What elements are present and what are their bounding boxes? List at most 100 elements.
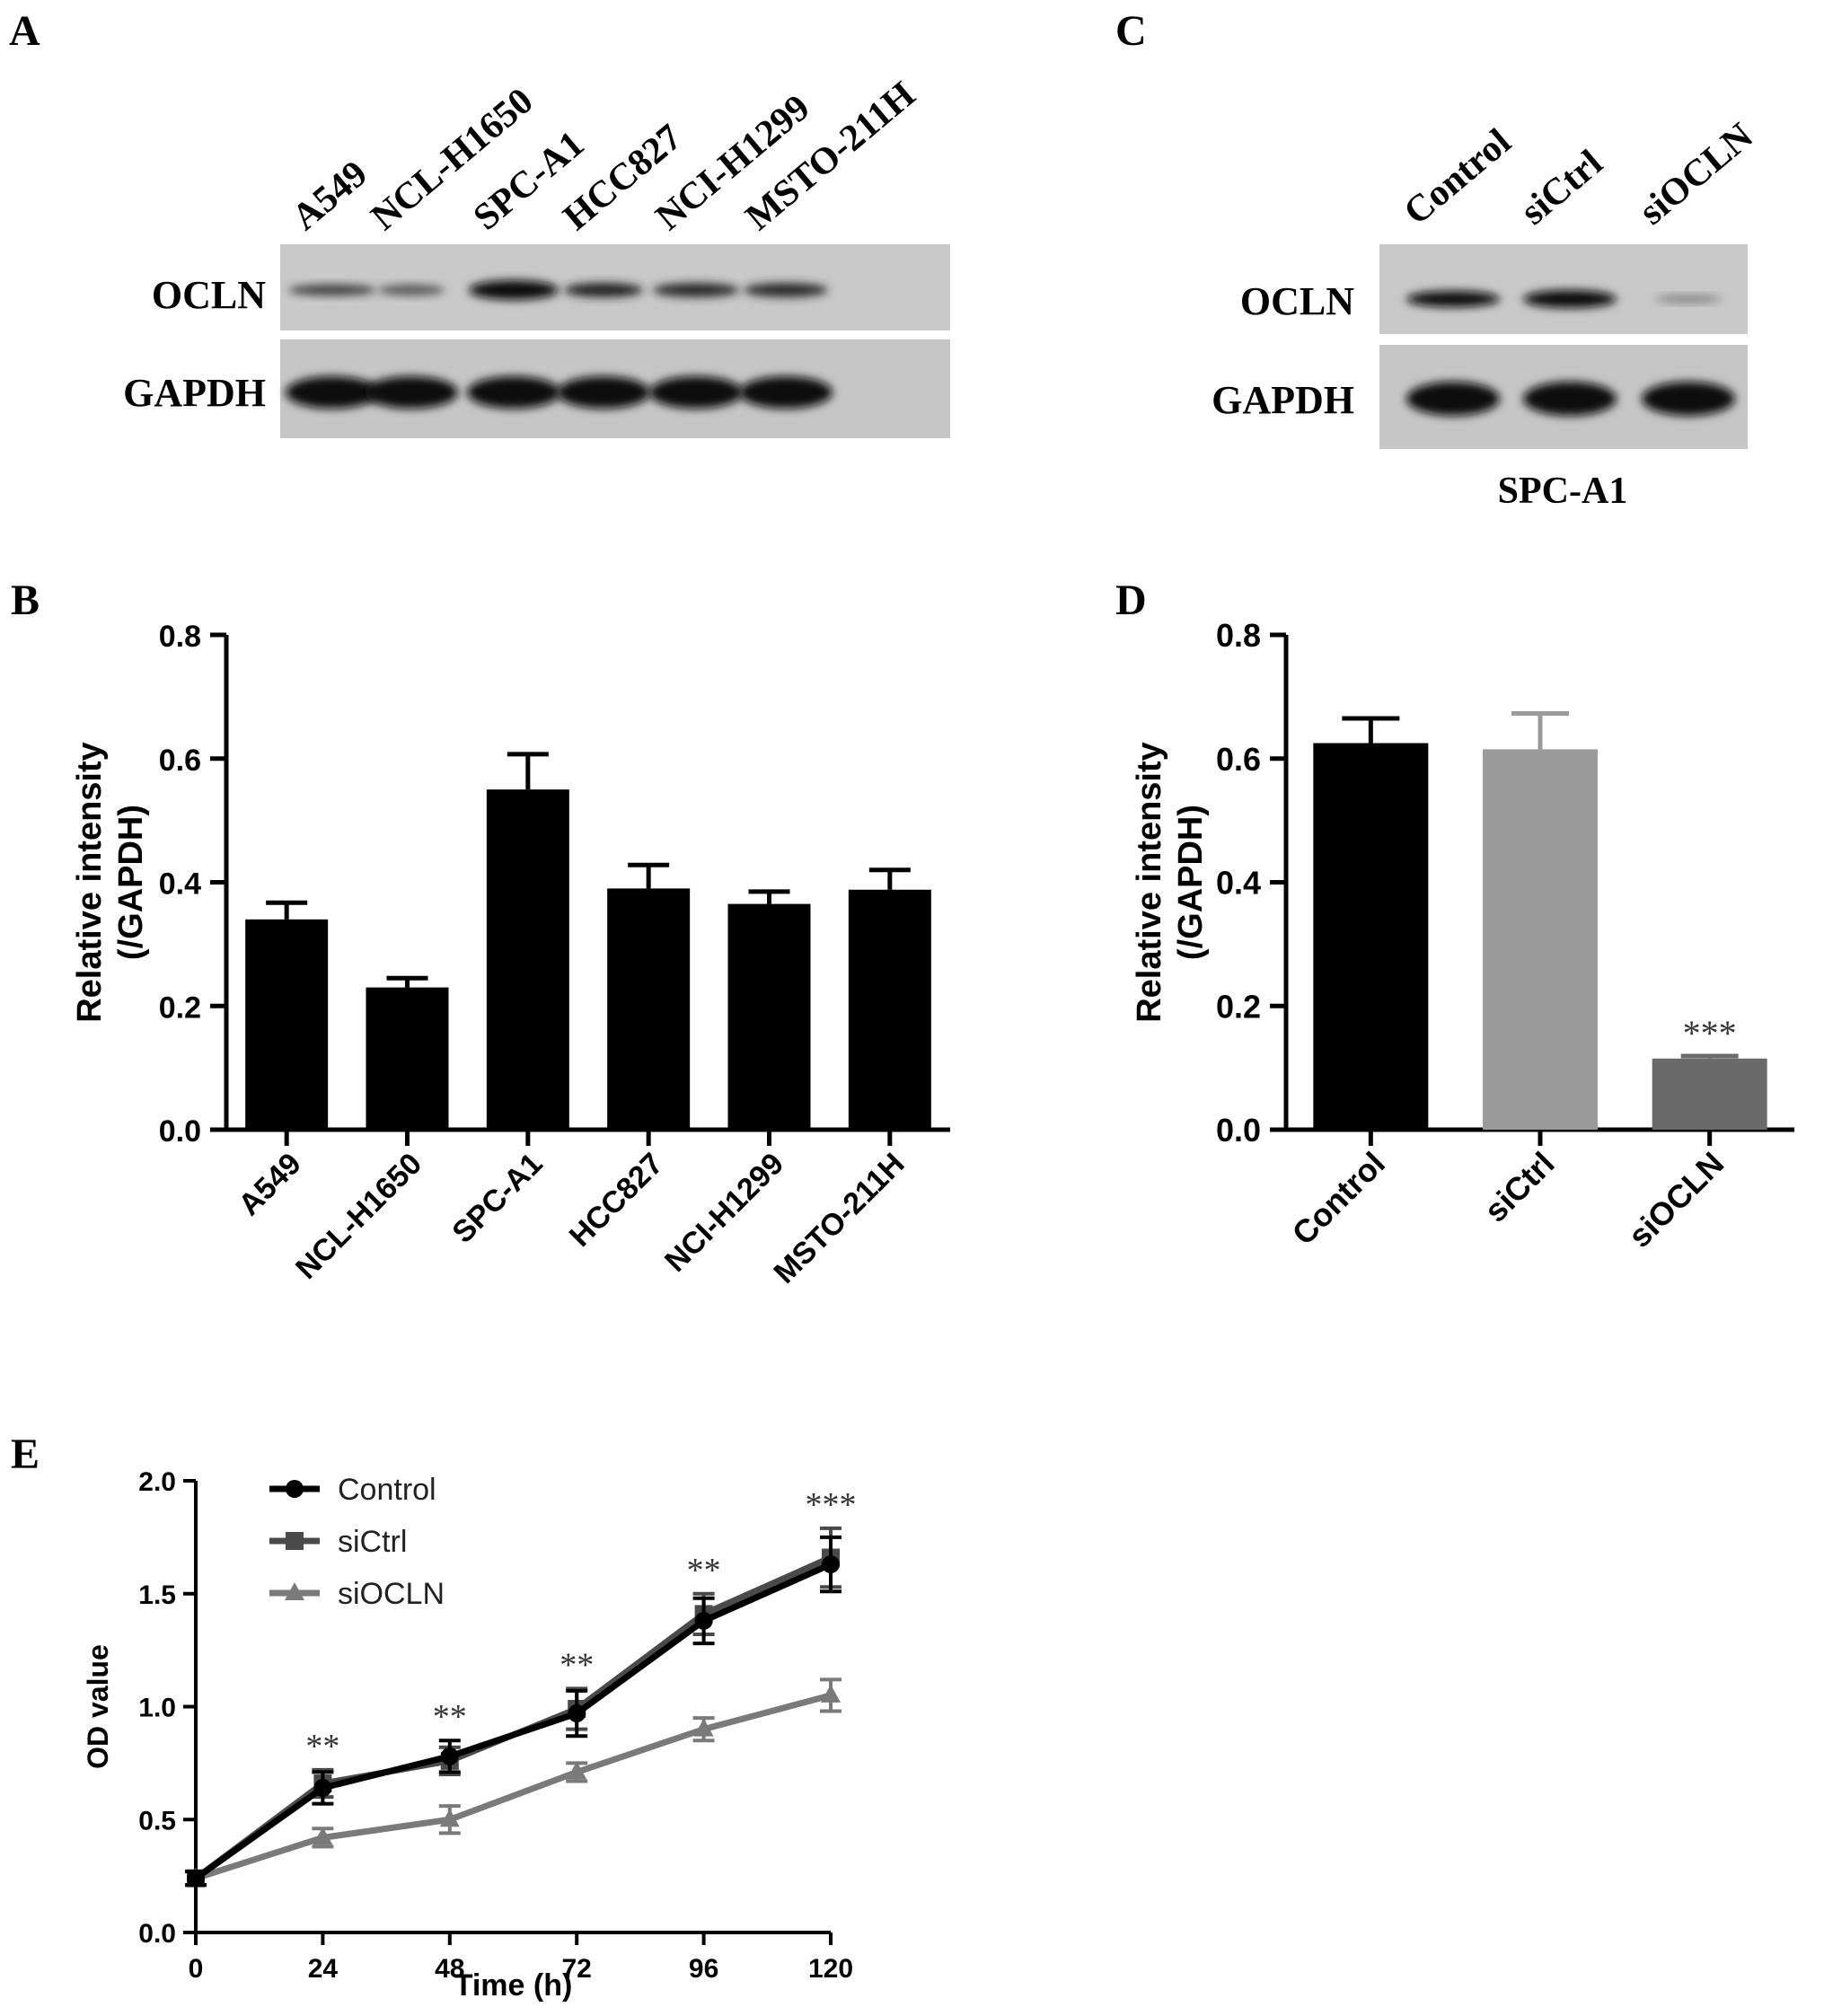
bar bbox=[1652, 1058, 1767, 1130]
blot-band-ocln bbox=[1655, 295, 1722, 303]
data-point bbox=[821, 1684, 841, 1703]
blot-band-ocln bbox=[653, 283, 739, 297]
y-tick-label: 0.8 bbox=[159, 620, 201, 654]
significance-mark: *** bbox=[806, 1486, 857, 1524]
y-tick-label: 0.4 bbox=[1216, 865, 1261, 902]
data-point bbox=[286, 1480, 304, 1498]
y-tick-label: 0.4 bbox=[159, 867, 201, 902]
y-tick-label: 0.0 bbox=[159, 1114, 201, 1149]
blot-band-gapdh bbox=[1406, 382, 1500, 416]
data-point bbox=[313, 1779, 332, 1798]
data-point bbox=[439, 1809, 460, 1827]
y-tick-label: 0.6 bbox=[159, 744, 201, 778]
x-tick-label: siCtrl bbox=[1477, 1145, 1562, 1229]
bar bbox=[1483, 749, 1598, 1130]
y-axis-label: Relative intensity bbox=[1131, 742, 1168, 1023]
data-point bbox=[568, 1704, 586, 1723]
panel-label-a: A bbox=[9, 7, 40, 55]
x-tick-label: 0 bbox=[189, 1954, 204, 1984]
x-tick-label: 72 bbox=[562, 1954, 592, 1984]
bar bbox=[727, 903, 811, 1130]
x-tick-label: 96 bbox=[689, 1954, 718, 1984]
y-axis-label: Relative intensity bbox=[71, 742, 109, 1023]
blot-band-gapdh bbox=[557, 376, 650, 409]
blot-row-label-ocln: OCLN bbox=[152, 273, 266, 317]
blot-band-gapdh bbox=[649, 376, 743, 409]
series-line bbox=[194, 1692, 832, 1881]
blot-band-gapdh bbox=[739, 376, 833, 409]
blot-caption: SPC-A1 bbox=[1498, 471, 1628, 512]
blot-row-label-gapdh: GAPDH bbox=[1212, 378, 1354, 422]
x-tick-label: A549 bbox=[232, 1147, 307, 1222]
blot-band-ocln bbox=[378, 285, 445, 295]
y-tick-label: 0.2 bbox=[1216, 988, 1261, 1025]
significance-mark: ** bbox=[687, 1552, 721, 1589]
blot-row-label-ocln: OCLN bbox=[1240, 279, 1354, 323]
y-axis-label-unit: (/GAPDH) bbox=[1172, 805, 1210, 960]
blot-band-gapdh bbox=[365, 376, 458, 409]
data-point bbox=[313, 1827, 333, 1845]
y-axis-label: OD value bbox=[82, 1644, 114, 1769]
data-point bbox=[285, 1582, 304, 1600]
y-axis-label-unit: (/GAPDH) bbox=[112, 805, 150, 960]
blot-band-ocln bbox=[564, 283, 643, 297]
y-tick-label: 0.6 bbox=[1216, 741, 1261, 778]
blot-lane-label: siCtrl bbox=[1513, 142, 1610, 233]
significance-mark: *** bbox=[1683, 1013, 1737, 1053]
x-tick-label: 120 bbox=[808, 1954, 853, 1984]
bar-chart-d: 0.0 0.2 0.4 0.6 0.8 Relative intensity (/GAPDH… bbox=[1131, 617, 1794, 1254]
significance-mark: ** bbox=[305, 1728, 339, 1765]
x-tick-label: SPC-A1 bbox=[445, 1147, 549, 1250]
bar bbox=[366, 987, 449, 1130]
significance-mark: ** bbox=[560, 1646, 594, 1684]
blot-band-gapdh bbox=[467, 376, 560, 409]
y-tick-label: 1.0 bbox=[138, 1694, 176, 1723]
panel-label-b: B bbox=[11, 577, 40, 624]
bar-chart-b: 0.0 0.2 0.4 0.6 0.8 Relative intensity (/GAPDH… bbox=[71, 620, 950, 1290]
panel-label-c: C bbox=[1115, 7, 1147, 55]
bar bbox=[1313, 743, 1429, 1130]
bar bbox=[245, 919, 329, 1130]
bar bbox=[486, 789, 569, 1130]
x-tick-label: NCI-H1299 bbox=[658, 1147, 790, 1279]
blot-lane-label: A549 bbox=[285, 153, 375, 238]
y-tick-label: 0.0 bbox=[1216, 1112, 1261, 1149]
blot-band-gapdh bbox=[1523, 382, 1617, 416]
y-tick-label: 1.5 bbox=[138, 1580, 176, 1610]
y-tick-label: 0.0 bbox=[138, 1919, 176, 1949]
western-blot-a: A549NCL-H1650SPC-A1HCC827NCI-H1299MSTO-2… bbox=[123, 74, 950, 438]
x-axis-label: Time (h) bbox=[454, 1968, 573, 2003]
blot-band-ocln bbox=[288, 285, 376, 295]
blot-band-gapdh bbox=[286, 376, 379, 409]
panel-label-e: E bbox=[11, 1431, 40, 1478]
x-tick-label: NCL-H1650 bbox=[289, 1147, 428, 1286]
data-point bbox=[822, 1555, 840, 1574]
x-tick-label: HCC827 bbox=[563, 1147, 670, 1254]
data-point bbox=[187, 1869, 205, 1888]
legend: Control siCtrl siOCLN bbox=[269, 1473, 445, 1611]
y-tick-label: 0.2 bbox=[159, 990, 201, 1025]
y-tick-label: 2.0 bbox=[138, 1467, 176, 1497]
y-tick-label: 0.8 bbox=[1216, 617, 1261, 654]
x-tick-label: siOCLN bbox=[1621, 1145, 1731, 1254]
x-tick-label: 48 bbox=[435, 1954, 464, 1984]
blot-strip-ocln bbox=[1379, 244, 1748, 334]
blot-band-ocln bbox=[469, 280, 559, 300]
x-tick-label: Control bbox=[1285, 1145, 1392, 1252]
blot-band-ocln bbox=[1523, 290, 1617, 308]
panel-label-d: D bbox=[1115, 577, 1147, 624]
blot-lane-label: siOCLN bbox=[1632, 115, 1761, 233]
data-point bbox=[286, 1532, 304, 1550]
y-tick-label: 0.5 bbox=[138, 1806, 176, 1836]
blot-band-ocln bbox=[1406, 291, 1500, 307]
significance-mark: ** bbox=[433, 1698, 467, 1736]
blot-band-ocln bbox=[744, 283, 828, 297]
data-point bbox=[694, 1611, 713, 1630]
bar bbox=[607, 888, 691, 1130]
series-line bbox=[193, 1561, 833, 1881]
line-chart-e: 0.0 0.5 1.0 1.5 2.0 0 24 48 72 96 120 Time (h) OD va… bbox=[82, 1467, 857, 2003]
data-point bbox=[693, 1718, 714, 1737]
x-tick-label: 24 bbox=[308, 1954, 339, 1984]
blot-row-label-gapdh: GAPDH bbox=[123, 371, 266, 415]
